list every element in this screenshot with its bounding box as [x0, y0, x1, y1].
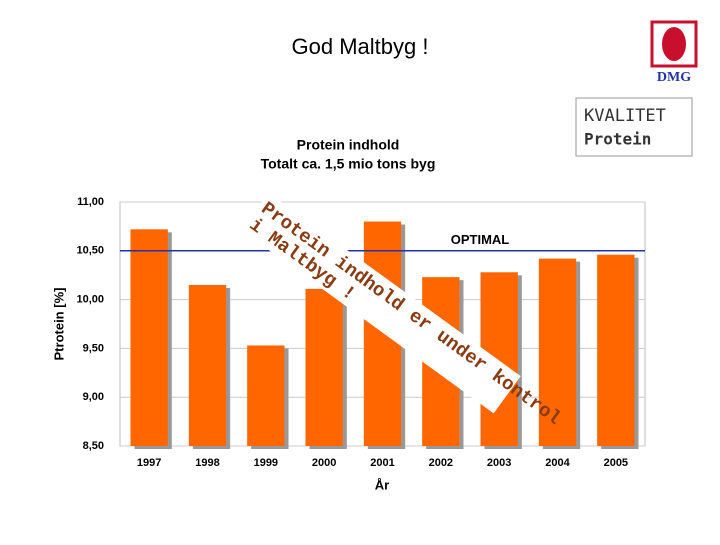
reference-label: OPTIMAL	[451, 232, 510, 247]
y-tick-label: 8,50	[83, 440, 104, 452]
topic-label: KVALITET	[584, 106, 666, 126]
bar	[305, 288, 343, 446]
bar	[188, 284, 227, 446]
slide-title: God Maltbyg !	[292, 34, 429, 59]
x-tick-label: 2004	[545, 457, 570, 469]
x-tick-label: 1997	[137, 457, 161, 469]
y-tick-label: 9,00	[83, 391, 104, 403]
x-tick-label: 1999	[254, 457, 278, 469]
x-axis-label: År	[375, 477, 389, 492]
bar	[247, 345, 285, 446]
x-tick-label: 2005	[604, 457, 628, 469]
x-tick-label: 2003	[487, 457, 511, 469]
logo-grain	[662, 27, 686, 61]
logo-text: DMG	[657, 70, 691, 85]
y-axis-label: Ptrotein [%]	[51, 288, 66, 361]
y-tick-label: 11,00	[77, 196, 104, 208]
x-tick-label: 1998	[195, 457, 219, 469]
chart-title: Protein indhold	[297, 137, 400, 153]
x-tick-label: 2002	[429, 457, 453, 469]
topic-box	[575, 97, 693, 157]
topic-sub: Protein	[584, 130, 651, 149]
y-tick-label: 10,00	[76, 294, 104, 306]
y-tick-label: 10,50	[76, 245, 104, 257]
overlay-bg	[241, 192, 521, 414]
x-tick-label: 2000	[312, 457, 336, 469]
logo: DMG	[650, 20, 698, 85]
bar	[130, 229, 168, 446]
x-tick-label: 2001	[370, 457, 394, 469]
bar	[597, 254, 635, 446]
y-tick-label: 9,50	[83, 342, 104, 354]
logo-frame	[650, 20, 698, 68]
chart-subtitle: Totalt ca. 1,5 mio tons byg	[261, 156, 436, 172]
bar	[538, 258, 577, 446]
